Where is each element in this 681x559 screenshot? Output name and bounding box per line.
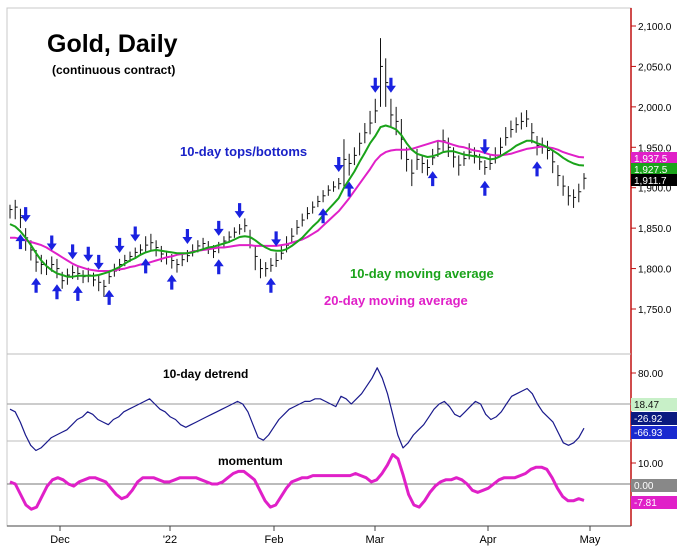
detrend-last-value-label: 18.47 [634,400,659,411]
detrend-last-value-label: -26.92 [634,414,663,425]
top-bottom-markers [15,77,543,305]
x-tick-label: Apr [479,534,496,546]
detrend-tick-label: 80.00 [638,369,663,380]
bottom-marker-arrow [51,284,62,300]
chart-subtitle: (continuous contract) [52,63,175,77]
top-marker-arrow [67,244,78,260]
top-marker-arrow [83,246,94,262]
momentum-line [9,453,585,511]
bottom-marker-arrow [213,259,224,275]
annotation-tops-bottoms: 10-day tops/bottoms [180,144,307,159]
detrend-line [9,367,585,452]
price-last-value-box [631,152,677,164]
price-last-value-label: 1,911.7 [634,176,667,187]
bottom-marker-arrow [104,289,115,305]
momentum-label: momentum [218,454,283,468]
top-marker-arrow [271,231,282,247]
x-tick-label: May [580,534,601,546]
top-marker-arrow [130,226,141,242]
y-tick-label: 2,000.0 [638,103,672,114]
detrend-last-value-box [631,412,677,425]
top-marker-arrow [46,235,57,251]
y-tick-label: 2,050.0 [638,62,672,73]
detrend-label: 10-day detrend [163,367,248,381]
momentum-last-value-label: 0.00 [634,481,654,492]
annotation-ma20: 20-day moving average [324,293,468,308]
top-marker-arrow [370,77,381,93]
y-tick-label: 1,950.0 [638,143,672,154]
y-tick-label: 1,750.0 [638,305,672,316]
top-marker-arrow [114,237,125,253]
y-tick-label: 2,100.0 [638,22,672,33]
x-axis-ticks: Dec '22 Feb Mar Apr May [50,526,601,546]
chart-title: Gold, Daily [47,30,178,58]
momentum-last-value-label: -7.81 [634,498,657,509]
momentum-tick-label: 10.00 [638,459,663,470]
bottom-marker-arrow [318,208,329,224]
bottom-marker-arrow [479,180,490,196]
bottom-marker-arrow [15,234,26,250]
momentum-series: 10.00 0.00 -7.81 [7,453,677,511]
bottom-marker-arrow [31,277,42,293]
top-marker-arrow [182,228,193,244]
bottom-marker-arrow [265,277,276,293]
bottom-marker-arrow [427,171,438,187]
detrend-last-value-label: -66.93 [634,428,663,439]
momentum-last-value-box [631,496,677,509]
y-tick-label: 1,900.0 [638,184,672,195]
detrend-last-value-box [631,398,677,411]
x-tick-label: Feb [265,534,284,546]
y-tick-label: 1,850.0 [638,224,672,235]
top-marker-arrow [385,77,396,93]
price-last-value-box [631,174,677,186]
momentum-last-value-box [631,479,677,492]
x-tick-label: '22 [163,534,177,546]
detrend-last-value-box [631,426,677,439]
top-marker-arrow [93,254,104,270]
price-last-values: 1,937.51,927.51,911.7 [631,152,677,187]
top-marker-arrow [213,220,224,236]
bottom-marker-arrow [166,274,177,290]
bottom-marker-arrow [344,181,355,197]
price-last-value-label: 1,927.5 [634,165,668,176]
price-last-value-box [631,163,677,175]
top-marker-arrow [333,157,344,173]
price-axis-ticks: 2,100.0 2,050.0 2,000.0 1,950.0 1,900.0 1,850… [631,22,672,316]
price-last-value-label: 1,937.5 [634,154,668,165]
bottom-marker-arrow [532,161,543,177]
x-tick-label: Mar [366,534,385,546]
y-tick-label: 1,800.0 [638,265,672,276]
bottom-marker-arrow [140,258,151,274]
top-marker-arrow [20,207,31,223]
top-marker-arrow [479,139,490,155]
top-marker-arrow [234,203,245,219]
x-tick-label: Dec [50,534,70,546]
ma10-line [9,124,585,278]
panel-separators [7,353,631,442]
bottom-marker-arrow [72,285,83,301]
moving-averages [9,124,585,278]
annotation-ma10: 10-day moving average [350,266,494,281]
